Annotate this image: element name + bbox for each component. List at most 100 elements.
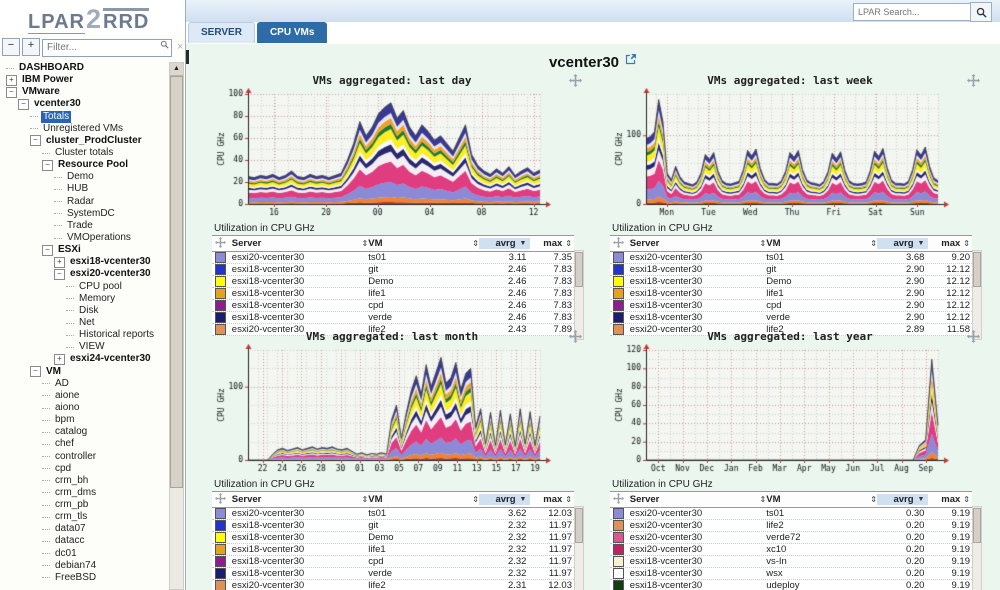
column-header-server[interactable]: Server ⇕ xyxy=(231,238,369,249)
tree-item-freebsd[interactable]: FreeBSD xyxy=(2,572,169,584)
table-scrollbar[interactable] xyxy=(972,250,982,340)
table-move-icon[interactable] xyxy=(610,492,628,507)
column-header-avrg[interactable]: avrg ▼ xyxy=(479,238,531,249)
table-scrollbar-thumb[interactable] xyxy=(575,252,583,288)
tree-item-crm-dms[interactable]: crm_dms xyxy=(2,487,169,499)
tree-item-aione[interactable]: aione xyxy=(2,390,169,402)
expand-icon[interactable]: + xyxy=(54,353,65,365)
tree-item-esxi24-vcenter30[interactable]: + esxi24-vcenter30 xyxy=(2,353,169,365)
tree-item-cluster-prodcluster[interactable]: − cluster_ProdCluster xyxy=(2,135,169,147)
tree-item-ad[interactable]: AD xyxy=(2,378,169,390)
column-header-avrg[interactable]: avrg ▼ xyxy=(877,238,929,249)
tree-item-systemdc[interactable]: SystemDC xyxy=(2,208,169,220)
expand-icon[interactable]: + xyxy=(6,74,17,86)
tree-item-catalog[interactable]: catalog xyxy=(2,426,169,438)
sidebar-resize-handle[interactable] xyxy=(186,50,189,64)
table-scrollbar[interactable] xyxy=(972,506,982,590)
tree-item-bpm[interactable]: bpm xyxy=(2,414,169,426)
table-move-icon[interactable] xyxy=(212,492,230,507)
tree-item-aiono[interactable]: aiono xyxy=(2,402,169,414)
column-header-max[interactable]: max ⇕ xyxy=(941,494,970,505)
tree-item-hub[interactable]: HUB xyxy=(2,183,169,195)
tree-item-resource-pool[interactable]: − Resource Pool xyxy=(2,159,169,171)
expand-all-button[interactable]: + xyxy=(22,38,40,56)
tree-item-totals[interactable]: Totals xyxy=(2,110,169,123)
table-move-icon[interactable] xyxy=(610,236,628,251)
tree-item-trade[interactable]: Trade xyxy=(2,220,169,232)
tree-item-memory[interactable]: Memory xyxy=(2,293,169,305)
table-scrollbar-thumb[interactable] xyxy=(575,508,583,544)
table-scrollbar-thumb[interactable] xyxy=(973,508,981,544)
sidebar-scrollbar-thumb[interactable] xyxy=(170,76,183,489)
tree-item-vm[interactable]: − VM xyxy=(2,366,169,378)
column-header-vm[interactable]: VM ⇕ xyxy=(368,494,479,505)
collapse-all-button[interactable]: − xyxy=(2,38,20,56)
tree-item-view[interactable]: VIEW xyxy=(2,341,169,353)
column-header-vm[interactable]: VM ⇕ xyxy=(766,494,877,505)
sidebar-scrollbar[interactable]: ▲ xyxy=(169,62,184,590)
collapse-icon[interactable]: − xyxy=(18,98,29,110)
search-button[interactable] xyxy=(970,2,992,22)
chart-move-icon[interactable] xyxy=(569,74,582,90)
cell-vm: Demo xyxy=(368,276,394,287)
collapse-icon[interactable]: − xyxy=(42,159,53,171)
tree-item-vmoperations[interactable]: VMOperations xyxy=(2,232,169,244)
column-header-avrg[interactable]: avrg ▼ xyxy=(479,494,531,505)
tree-item-vmware[interactable]: − VMware xyxy=(2,86,169,98)
collapse-icon[interactable]: − xyxy=(6,86,17,98)
tree-item-ibm-power[interactable]: + IBM Power xyxy=(2,74,169,86)
column-header-max[interactable]: max ⇕ xyxy=(543,494,572,505)
scroll-up-icon[interactable]: ▲ xyxy=(170,63,183,76)
tree-item-dc01[interactable]: dc01 xyxy=(2,548,169,560)
collapse-icon[interactable]: − xyxy=(30,366,41,378)
table-scrollbar[interactable] xyxy=(574,506,584,590)
column-header-avrg[interactable]: avrg ▼ xyxy=(877,494,929,505)
tree-item-esxi[interactable]: − ESXi xyxy=(2,244,169,256)
tree-item-controller[interactable]: controller xyxy=(2,451,169,463)
collapse-icon[interactable]: − xyxy=(30,135,41,147)
tree-item-cluster-totals[interactable]: Cluster totals xyxy=(2,147,169,159)
tree-item-data07[interactable]: data07 xyxy=(2,523,169,535)
expand-icon[interactable]: + xyxy=(54,256,65,268)
tree-item-crm-bh[interactable]: crm_bh xyxy=(2,475,169,487)
tree-item-net[interactable]: Net xyxy=(2,317,169,329)
column-header-vm[interactable]: VM ⇕ xyxy=(368,238,479,249)
collapse-icon[interactable]: − xyxy=(42,244,53,256)
chart-move-icon[interactable] xyxy=(967,74,980,90)
tree-item-demo[interactable]: Demo xyxy=(2,171,169,183)
collapse-icon[interactable]: − xyxy=(54,268,65,280)
tree-item-esxi18-vcenter30[interactable]: + esxi18-vcenter30 xyxy=(2,256,169,268)
chart-move-icon[interactable] xyxy=(569,330,582,346)
external-link-icon[interactable] xyxy=(625,52,637,69)
tree-item-unregistered-vms[interactable]: Unregistered VMs xyxy=(2,123,169,135)
series-color-swatch xyxy=(613,300,625,311)
table-scrollbar-thumb[interactable] xyxy=(973,252,981,288)
tab-cpu-vms[interactable]: CPU VMs xyxy=(256,22,328,43)
tree-item-vcenter30[interactable]: − vcenter30 xyxy=(2,98,169,110)
tree-item-esxi20-vcenter30[interactable]: − esxi20-vcenter30 xyxy=(2,268,169,280)
tree-item-cpu-pool[interactable]: CPU pool xyxy=(2,281,169,293)
tree-item-crm-tls[interactable]: crm_tls xyxy=(2,511,169,523)
tree-item-debian74[interactable]: debian74 xyxy=(2,560,169,572)
tree-item-cpd[interactable]: cpd xyxy=(2,463,169,475)
table-move-icon[interactable] xyxy=(212,236,230,251)
tab-server[interactable]: SERVER xyxy=(188,22,255,43)
tree-item-radar[interactable]: Radar xyxy=(2,196,169,208)
tree-item-crm-pb[interactable]: crm_pb xyxy=(2,499,169,511)
column-header-server[interactable]: Server ⇕ xyxy=(629,238,767,249)
tree-item-disk[interactable]: Disk xyxy=(2,305,169,317)
tree-item-dashboard[interactable]: DASHBOARD xyxy=(2,62,169,74)
column-header-server[interactable]: Server ⇕ xyxy=(629,494,767,505)
tree-item-chef[interactable]: chef xyxy=(2,438,169,450)
lpar-search-input[interactable] xyxy=(853,3,970,21)
tree-item-datacc[interactable]: datacc xyxy=(2,535,169,547)
column-header-max[interactable]: max ⇕ xyxy=(941,238,970,249)
filter-close-icon[interactable]: × xyxy=(177,41,184,53)
tree-filter-input[interactable] xyxy=(42,38,172,57)
table-scrollbar[interactable] xyxy=(574,250,584,340)
column-header-vm[interactable]: VM ⇕ xyxy=(766,238,877,249)
column-header-server[interactable]: Server ⇕ xyxy=(231,494,369,505)
tree-item-historical-reports[interactable]: Historical reports xyxy=(2,329,169,341)
column-header-max[interactable]: max ⇕ xyxy=(543,238,572,249)
chart-move-icon[interactable] xyxy=(967,330,980,346)
